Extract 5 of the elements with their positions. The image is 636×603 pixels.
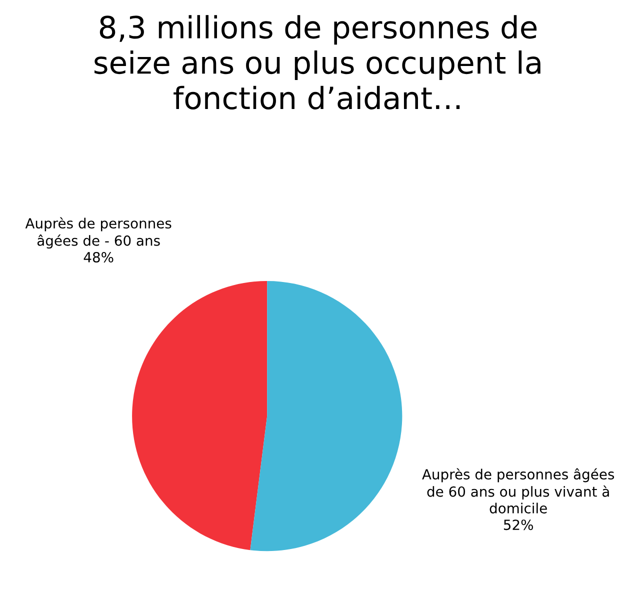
slice-label: Auprès de personnes âgées de 60 ans ou plus vivant à domicile xyxy=(422,468,614,514)
slice-label: Auprès de personnes âgées de - 60 ans xyxy=(25,217,172,249)
data-label: 52% xyxy=(504,520,534,530)
data-label: 48% xyxy=(84,252,114,262)
chart-title: 8,3 millions de personnes de seize ans ou plus occupent la fonction d’aidant… xyxy=(94,15,540,110)
